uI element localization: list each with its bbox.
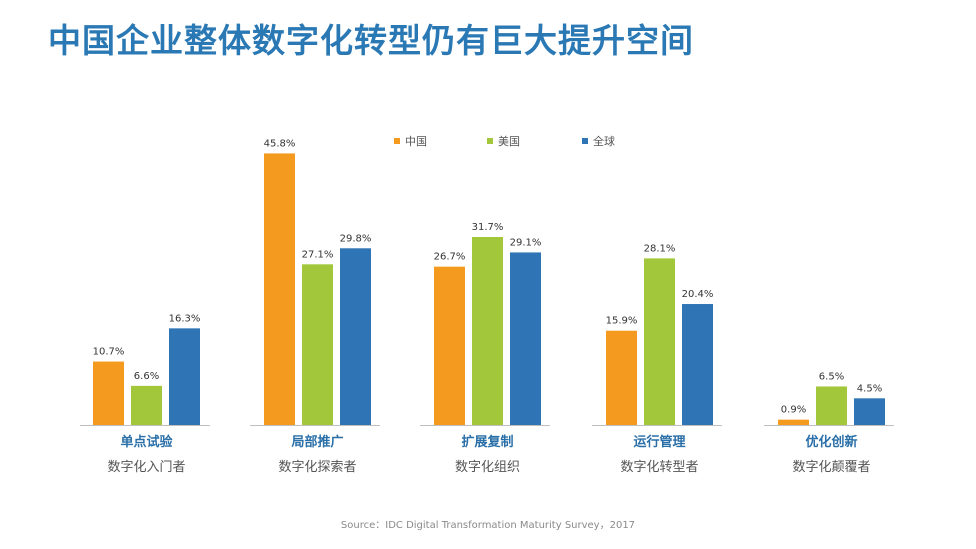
data-label: 45.8% (264, 138, 296, 149)
legend-label: 美国 (498, 135, 520, 148)
bar (854, 398, 885, 425)
subcategory-label: 数字化转型者 (620, 460, 698, 475)
bar (816, 386, 847, 425)
data-label: 6.5% (819, 371, 844, 382)
bar (682, 304, 713, 425)
data-label: 29.1% (510, 237, 542, 248)
subcategory-label: 数字化组织 (455, 460, 520, 475)
bar (131, 385, 162, 425)
bar (434, 266, 465, 425)
category-label: 优化创新 (805, 434, 857, 450)
data-label: 26.7% (434, 252, 466, 263)
subcategory-label: 数字化颠覆者 (792, 460, 870, 475)
data-label: 28.1% (644, 243, 676, 254)
data-label: 10.7% (93, 347, 125, 358)
bar (264, 153, 295, 425)
source-note: Source：IDC Digital Transformation Maturi… (340, 520, 636, 531)
legend-swatch (394, 138, 400, 144)
bar (169, 328, 200, 425)
subcategory-label: 数字化探索者 (278, 460, 356, 475)
data-label: 27.1% (302, 249, 334, 260)
data-label: 20.4% (682, 289, 714, 300)
bar (510, 252, 541, 425)
bar (472, 237, 503, 425)
data-label: 4.5% (857, 383, 882, 394)
bar (340, 248, 371, 425)
bar (606, 330, 637, 425)
bar (778, 419, 809, 425)
legend-swatch (487, 138, 493, 144)
data-label: 31.7% (472, 222, 504, 233)
data-label: 29.8% (340, 233, 372, 244)
category-label: 局部推广 (291, 434, 343, 450)
subcategory-label: 数字化入门者 (107, 460, 185, 475)
bar (302, 264, 333, 425)
data-label: 6.6% (134, 371, 159, 382)
bar (93, 361, 124, 425)
category-label: 扩展复制 (461, 434, 513, 450)
legend-label: 中国 (405, 135, 427, 148)
page-title: 中国企业整体数字化转型仍有巨大提升空间 (48, 21, 694, 60)
category-label: 单点试验 (120, 434, 173, 450)
legend-swatch (582, 138, 588, 144)
data-label: 15.9% (606, 316, 638, 327)
data-label: 16.3% (169, 313, 201, 324)
bar (644, 258, 675, 425)
legend-label: 全球 (593, 134, 615, 148)
data-label: 0.9% (781, 405, 806, 416)
category-label: 运行管理 (633, 434, 685, 450)
